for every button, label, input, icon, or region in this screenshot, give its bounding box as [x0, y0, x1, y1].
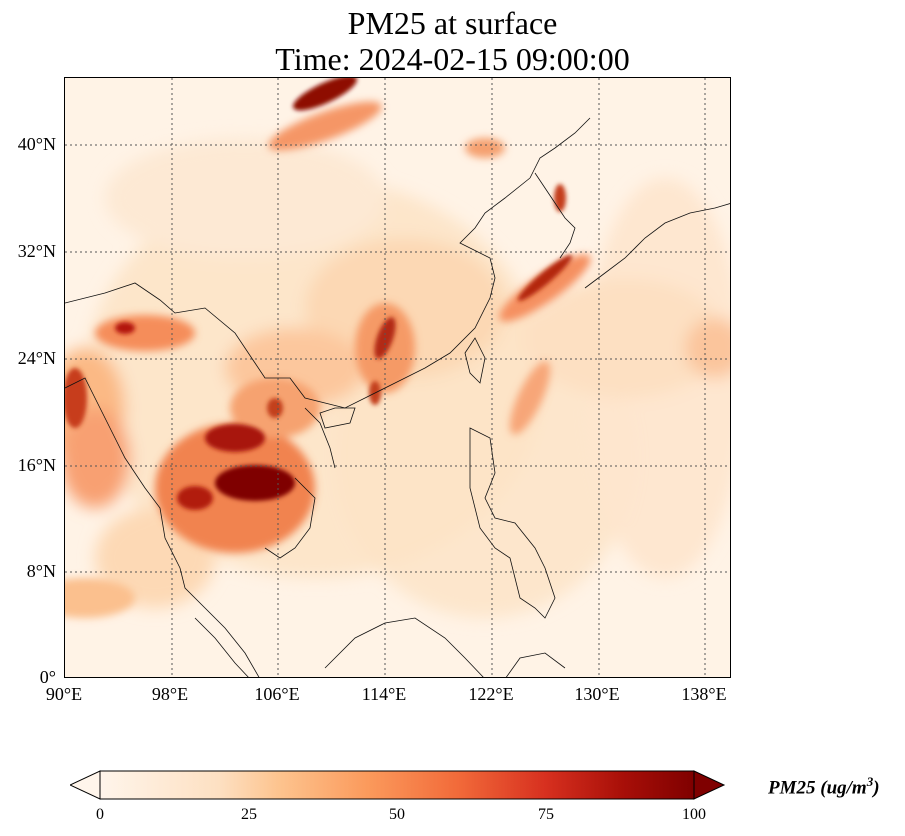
- pm25-hotspots: [65, 78, 573, 510]
- gridlines: [65, 78, 730, 677]
- map-title: PM25 at surface: [347, 5, 558, 41]
- colorbar-tick-50: 50: [389, 806, 405, 823]
- colorbar-tick-75: 75: [538, 806, 554, 823]
- lon-tick-122: 122°E: [468, 684, 514, 704]
- colorbar-label: PM25 (ug/m3): [768, 774, 880, 799]
- pm25-field: [65, 78, 730, 677]
- lat-tick-24: 24°N: [17, 348, 56, 368]
- colorbar-tick-0: 0: [96, 806, 104, 823]
- lat-tick-0: 0°: [39, 667, 56, 687]
- lon-tick-130: 130°E: [574, 684, 620, 704]
- colorbar: [70, 770, 726, 800]
- colorbar-max-extend: [693, 770, 726, 800]
- lat-tick-40: 40°N: [17, 134, 56, 154]
- coastlines: [65, 117, 730, 677]
- pm25-background-haze: [65, 138, 730, 618]
- lat-tick-32: 32°N: [17, 241, 56, 261]
- pm25-map: [64, 77, 731, 678]
- lon-tick-98: 98°E: [151, 684, 189, 704]
- lon-tick-114: 114°E: [361, 684, 407, 704]
- colorbar-tick-25: 25: [241, 806, 257, 823]
- colorbar-tick-100: 100: [682, 806, 706, 823]
- lon-tick-106: 106°E: [254, 684, 300, 704]
- lon-tick-90: 90°E: [45, 684, 83, 704]
- lat-tick-16: 16°N: [17, 455, 56, 475]
- lat-tick-8: 8°N: [26, 561, 56, 581]
- map-timestamp: Time: 2024-02-15 09:00:00: [275, 41, 630, 77]
- lon-tick-138: 138°E: [681, 684, 727, 704]
- colorbar-min-extend: [70, 770, 101, 800]
- colorbar-gradient: [100, 771, 694, 799]
